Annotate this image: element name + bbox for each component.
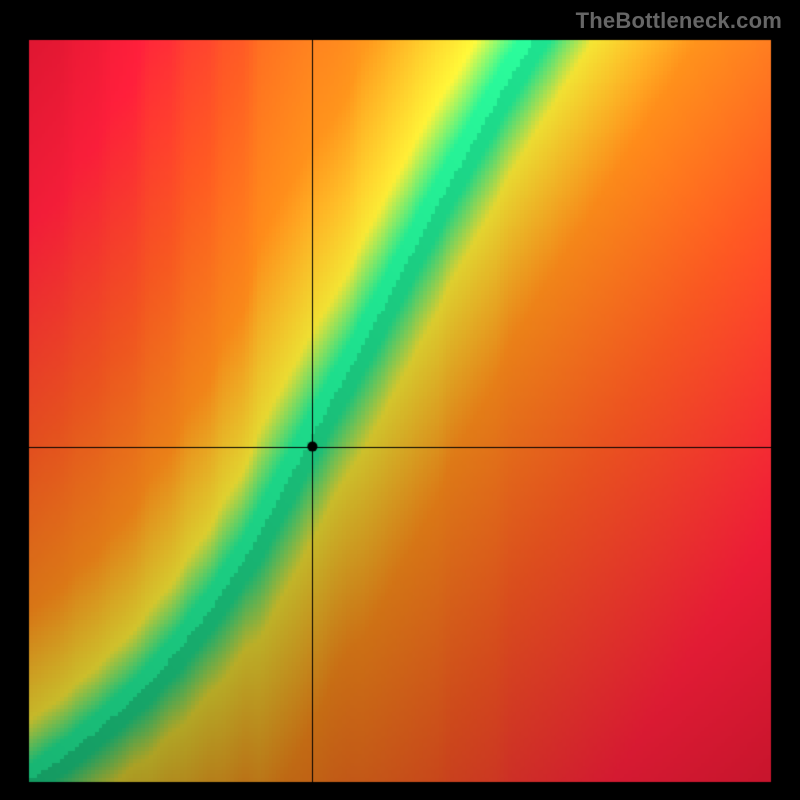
- bottleneck-heatmap: [0, 0, 800, 800]
- watermark-text: TheBottleneck.com: [576, 8, 782, 34]
- chart-container: TheBottleneck.com: [0, 0, 800, 800]
